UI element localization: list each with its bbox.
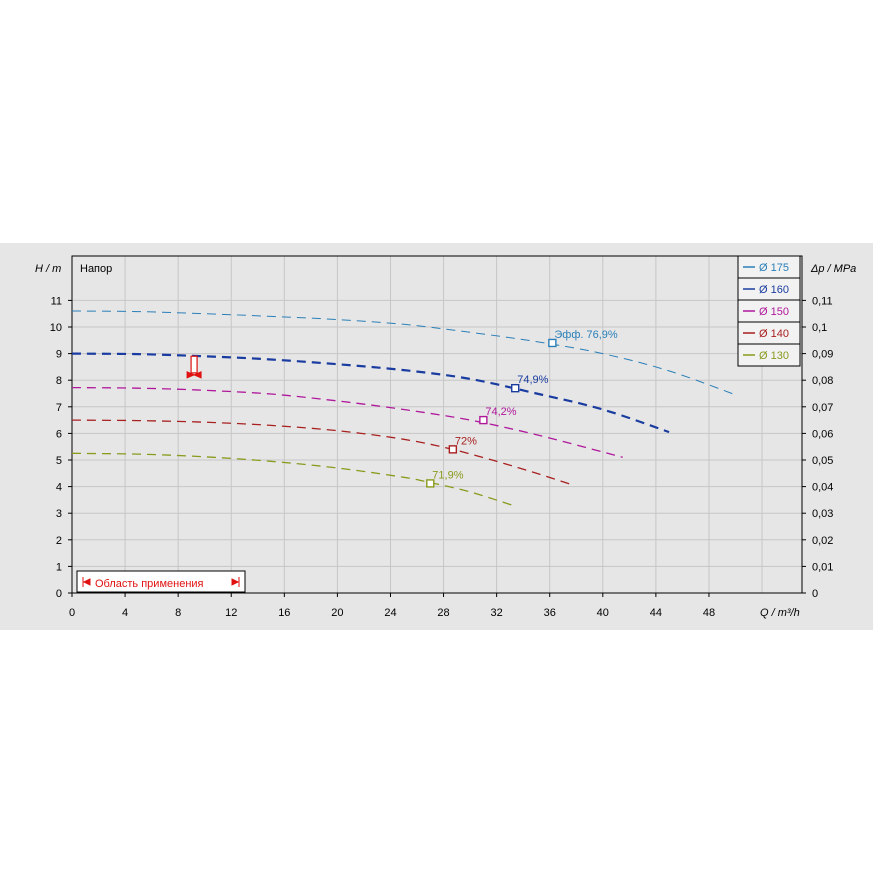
x-tick-label: 24: [384, 607, 396, 619]
y-tick-label: 0: [56, 588, 62, 600]
series-lines: [71, 310, 736, 508]
series-line: [71, 386, 623, 458]
x-axis-label: Q / m³/h: [760, 607, 800, 619]
pump-curve-chart: 0 4 8 12 16 20 24 28 32 36 40 44 48 0 1 2 3 4 5 6 7 8 9 10 11 0 0,…: [0, 243, 873, 630]
efficiency-markers: Эфф. 76,9% 74,9% 74,2% 72% 71,9%: [426, 329, 618, 488]
efficiency-label: 74,2%: [485, 406, 516, 418]
efficiency-label: 71,9%: [432, 469, 463, 481]
efficiency-label: 72%: [455, 435, 477, 447]
range-right-arrow-icon: [231, 577, 240, 587]
x-tick-label: 48: [703, 607, 715, 619]
efficiency-marker: [426, 479, 435, 488]
y-tick-label: 4: [56, 482, 62, 494]
chart-svg: 0 4 8 12 16 20 24 28 32 36 40 44 480123456789101100,…: [35, 255, 856, 619]
y-right-tick-label: 0,05: [812, 455, 833, 467]
y-tick-label: 3: [56, 508, 62, 520]
y-right-tick-label: 0,07: [812, 402, 833, 414]
y-axis-right-label: Δp / MPa: [810, 263, 856, 275]
legend-label: Ø 175: [759, 262, 789, 274]
y-tick-label: 11: [51, 295, 62, 307]
y-right-tick-label: 0: [812, 588, 818, 600]
y-axis-label: H / m: [35, 263, 61, 275]
range-box: Область применения: [76, 570, 246, 593]
y-right-tick-label: 0,11: [812, 295, 833, 307]
plot-frame: [71, 255, 803, 594]
legend-label: Ø 160: [759, 284, 789, 296]
y-tick-label: 7: [56, 402, 62, 414]
legend-label: Ø 140: [759, 328, 789, 340]
x-tick-label: 20: [331, 607, 343, 619]
y-right-tick-label: 0,08: [812, 375, 833, 387]
x-tick-label: 36: [544, 607, 556, 619]
x-tick-label: 44: [650, 607, 662, 619]
y-right-tick-label: 0,03: [812, 508, 833, 520]
grid: [72, 256, 802, 593]
y-tick-label: 2: [56, 535, 62, 547]
x-tick-label: 32: [491, 607, 503, 619]
axis-ticks: 0 4 8 12 16 20 24 28 32 36 40 44 480123456789101100,…: [50, 295, 834, 619]
legend: Ø 175 Ø 160 Ø 150 Ø 140 Ø 130: [737, 255, 801, 367]
x-tick-label: 40: [597, 607, 609, 619]
range-left-arrow-icon: [82, 577, 91, 587]
indicator-bar: [190, 355, 198, 374]
y-tick-label: 10: [50, 322, 62, 334]
efficiency-marker: [479, 415, 488, 425]
x-tick-label: 0: [69, 607, 75, 619]
y-tick-label: 8: [56, 375, 62, 387]
legend-label: Ø 130: [759, 350, 789, 362]
legend-entry: [737, 343, 801, 367]
x-tick-label: 12: [225, 607, 237, 619]
efficiency-label: Эфф. 76,9%: [554, 329, 618, 341]
y-right-tick-label: 0,1: [812, 322, 827, 334]
efficiency-label: 74,9%: [517, 374, 548, 386]
series-line: [71, 310, 736, 396]
y-right-tick-label: 0,01: [812, 561, 833, 573]
y-tick-label: 5: [56, 455, 62, 467]
y-tick-label: 6: [56, 428, 62, 440]
y-right-tick-label: 0,06: [812, 428, 833, 440]
y-right-tick-label: 0,02: [812, 535, 833, 547]
efficiency-marker: [448, 445, 458, 454]
y-right-tick-label: 0,04: [812, 482, 833, 494]
efficiency-marker: [548, 338, 557, 348]
series-line: [71, 419, 570, 485]
operating-point-indicator: [186, 355, 202, 379]
x-tick-label: 4: [122, 607, 128, 619]
chart-title: Напор: [80, 263, 112, 275]
range-label: Область применения: [95, 578, 204, 590]
x-tick-label: 8: [175, 607, 181, 619]
indicator-bowtie-icon: [186, 371, 202, 379]
y-right-tick-label: 0,09: [812, 349, 833, 361]
y-tick-label: 9: [56, 349, 62, 361]
x-tick-label: 16: [278, 607, 290, 619]
y-tick-label: 1: [56, 561, 62, 573]
efficiency-marker: [511, 383, 520, 393]
series-line: [71, 352, 670, 434]
legend-label: Ø 150: [759, 306, 789, 318]
series-line: [71, 452, 517, 508]
x-tick-label: 28: [437, 607, 449, 619]
